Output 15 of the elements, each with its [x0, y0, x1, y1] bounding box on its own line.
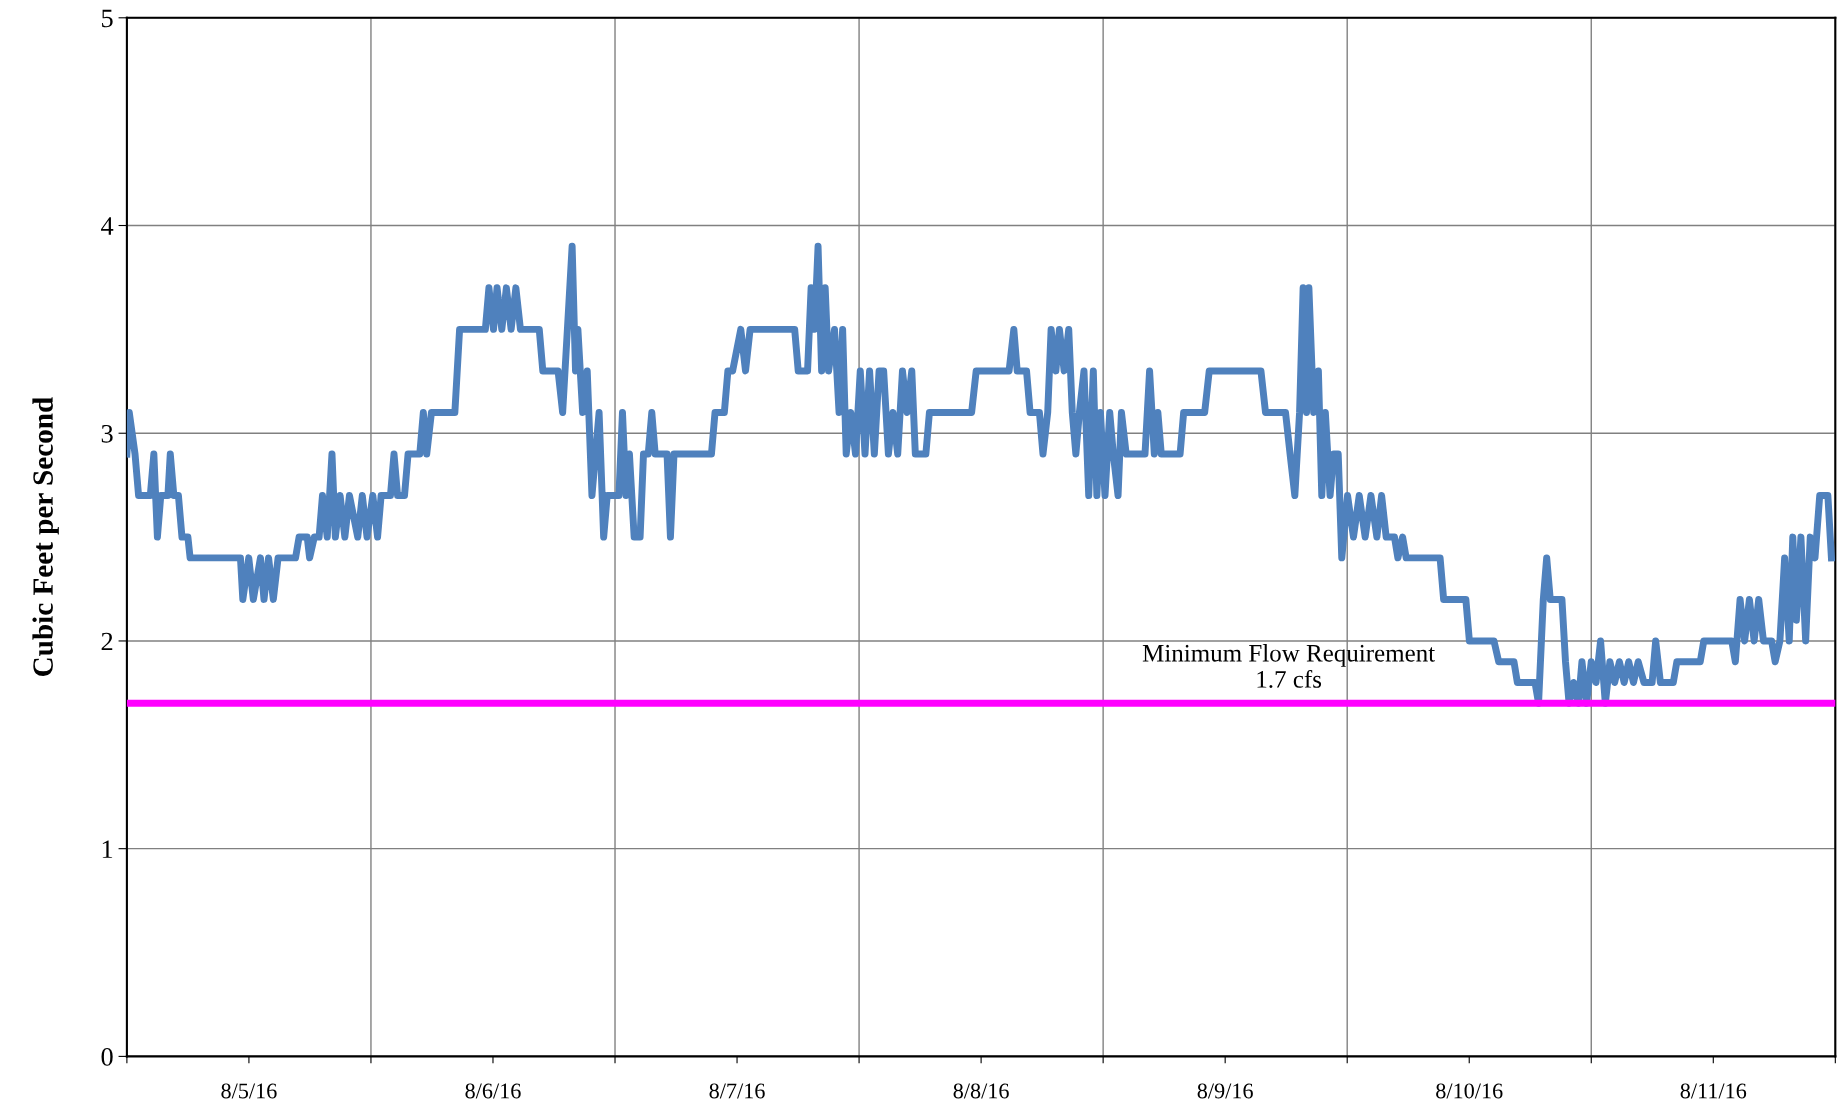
y-tick-label: 5 [102, 9, 113, 28]
x-tick-label: 8/11/16 [1680, 1083, 1747, 1099]
x-tick-label: 8/9/16 [1197, 1083, 1253, 1099]
ref-line-label: Minimum Flow Requirement 1.7 cfs [1142, 644, 1435, 688]
y-tick-label: 4 [101, 217, 114, 235]
x-tick-label: 8/8/16 [953, 1083, 1009, 1099]
y-tick-label: 2 [101, 632, 113, 651]
x-tick-label: 8/7/16 [709, 1083, 765, 1099]
y-tick-label: 3 [101, 424, 113, 443]
y-axis-title: Cubic Feet per Second [32, 397, 59, 676]
x-tick-label: 8/5/16 [221, 1083, 277, 1099]
x-tick-label: 8/10/16 [1436, 1083, 1503, 1099]
x-tick-label: 8/6/16 [465, 1083, 521, 1099]
y-tick-label: 1 [102, 840, 113, 858]
y-tick-label: 0 [101, 1048, 113, 1066]
